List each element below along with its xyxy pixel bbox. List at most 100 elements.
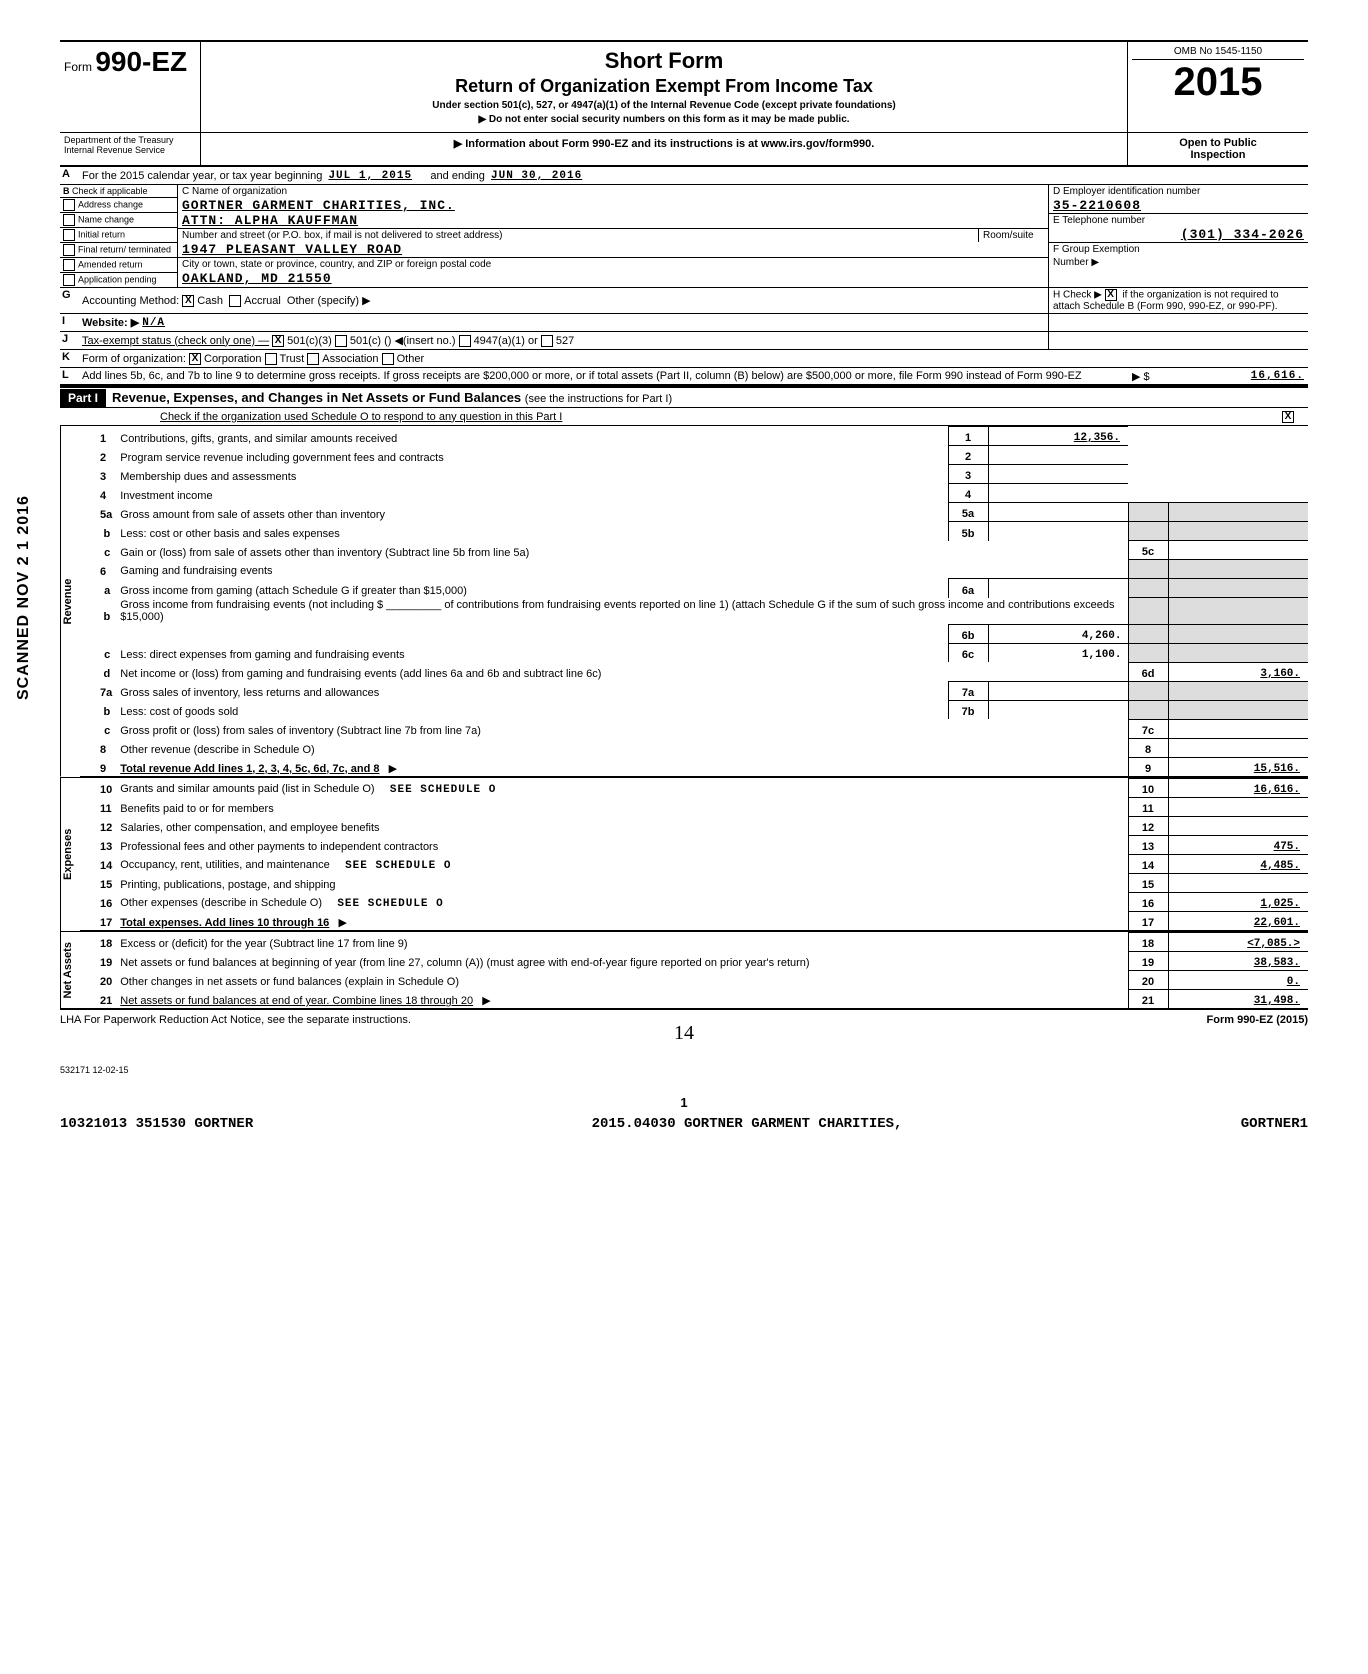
d16: Other expenses (describe in Schedule O) xyxy=(120,897,322,909)
chk-accrual[interactable] xyxy=(229,295,241,307)
room-label: Room/suite xyxy=(978,229,1048,242)
k-other: Other xyxy=(397,353,425,365)
rn18: 18 xyxy=(1128,932,1168,951)
d9: Total revenue Add lines 1, 2, 3, 4, 5c, … xyxy=(120,763,379,775)
city-label: City or town, state or province, country… xyxy=(178,258,1048,271)
org-street: 1947 PLEASANT VALLEY ROAD xyxy=(178,242,1048,258)
rn6d: 6d xyxy=(1128,662,1168,681)
d1: Contributions, gifts, grants, and simila… xyxy=(116,427,948,446)
k-corp: Corporation xyxy=(204,353,261,365)
chk-schedO[interactable]: X xyxy=(1282,411,1294,423)
rn7c: 7c xyxy=(1128,719,1168,738)
bn7a: 7a xyxy=(948,681,988,700)
chk-corp[interactable]: X xyxy=(189,353,201,365)
expenses-section: Expenses 10Grants and similar amounts pa… xyxy=(60,778,1308,932)
v2 xyxy=(988,446,1128,465)
chk-cash[interactable]: X xyxy=(182,295,194,307)
dept-row: Department of the Treasury Internal Reve… xyxy=(60,133,1308,167)
rn4: 4 xyxy=(948,484,988,503)
line-i: I Website: ▶ N/A xyxy=(60,314,1308,332)
v6d: 3,160. xyxy=(1168,662,1308,681)
b-label: Check if applicable xyxy=(72,186,148,196)
n15: 15 xyxy=(80,873,116,892)
chk-501c3[interactable]: X xyxy=(272,335,284,347)
n6c: c xyxy=(80,643,116,662)
chk-527[interactable] xyxy=(541,335,553,347)
street-label: Number and street (or P.O. box, if mail … xyxy=(178,229,978,242)
j-insert: ) ◀(insert no.) xyxy=(388,334,456,347)
chk-pending[interactable]: Application pending xyxy=(78,274,157,284)
v8 xyxy=(1168,738,1308,757)
line-g-h: G Accounting Method: XCash Accrual Other… xyxy=(60,288,1308,314)
n6a: a xyxy=(80,579,116,598)
schedO-text: Check if the organization used Schedule … xyxy=(160,411,562,423)
bv5a xyxy=(988,503,1128,522)
org-attn: ATTN: ALPHA KAUFFMAN xyxy=(178,213,1048,229)
bv5b xyxy=(988,522,1128,541)
h-label: H Check ▶ xyxy=(1053,290,1102,301)
revenue-section: Revenue 1Contributions, gifts, grants, a… xyxy=(60,426,1308,778)
n18: 18 xyxy=(80,932,116,951)
chk-other[interactable] xyxy=(382,353,394,365)
bv6a xyxy=(988,579,1128,598)
bv7a xyxy=(988,681,1128,700)
title-return: Return of Organization Exempt From Incom… xyxy=(209,76,1119,97)
line-l: L Add lines 5b, 6c, and 7b to line 9 to … xyxy=(60,368,1308,386)
chk-501c[interactable] xyxy=(335,335,347,347)
n7b: b xyxy=(80,700,116,719)
d4: Investment income xyxy=(116,484,948,503)
website: N/A xyxy=(142,317,165,329)
rn12: 12 xyxy=(1128,816,1168,835)
lha-text: LHA For Paperwork Reduction Act Notice, … xyxy=(60,1014,411,1026)
cash-label: Cash xyxy=(197,295,223,307)
chk-amended[interactable]: Amended return xyxy=(78,259,143,269)
i-label: Website: ▶ xyxy=(82,316,139,329)
dept-irs: Internal Revenue Service xyxy=(64,145,196,155)
chk-initial[interactable]: Initial return xyxy=(78,229,125,239)
bv6b: 4,260. xyxy=(988,624,1128,643)
d15: Printing, publications, postage, and shi… xyxy=(116,873,1128,892)
v13: 475. xyxy=(1168,835,1308,854)
chk-4947[interactable] xyxy=(459,335,471,347)
line-k: K Form of organization: XCorporation Tru… xyxy=(60,350,1308,368)
n4: 4 xyxy=(80,484,116,503)
open-public: Open to Public xyxy=(1132,137,1304,149)
line-a-label: For the 2015 calendar year, or tax year … xyxy=(82,170,322,182)
chk-assoc[interactable] xyxy=(307,353,319,365)
bn6c: 6c xyxy=(948,643,988,662)
n5a: 5a xyxy=(80,503,116,522)
n7a: 7a xyxy=(80,681,116,700)
rn21: 21 xyxy=(1128,989,1168,1008)
phone: (301) 334-2026 xyxy=(1049,227,1308,243)
chk-address[interactable]: Address change xyxy=(78,199,143,209)
v19: 38,583. xyxy=(1168,951,1308,970)
v11 xyxy=(1168,797,1308,816)
n2: 2 xyxy=(80,446,116,465)
d5c: Gain or (loss) from sale of assets other… xyxy=(116,541,1128,560)
rn1: 1 xyxy=(948,427,988,446)
d19: Net assets or fund balances at beginning… xyxy=(116,951,1128,970)
f-label: F Group Exemption xyxy=(1049,243,1308,256)
chk-name[interactable]: Name change xyxy=(78,214,134,224)
rn9: 9 xyxy=(1128,757,1168,776)
form-prefix: Form xyxy=(64,60,92,74)
d6c: Less: direct expenses from gaming and fu… xyxy=(116,643,948,662)
d7c: Gross profit or (loss) from sales of inv… xyxy=(116,719,1128,738)
accrual-label: Accrual xyxy=(244,295,281,307)
chk-final[interactable]: Final return/ terminated xyxy=(78,244,171,254)
other-label: Other (specify) ▶ xyxy=(287,294,371,307)
rn8: 8 xyxy=(1128,738,1168,757)
l-label: Add lines 5b, 6c, and 7b to line 9 to de… xyxy=(82,370,1082,382)
v7c xyxy=(1168,719,1308,738)
d14: Occupancy, rent, utilities, and maintena… xyxy=(120,859,330,871)
rn17: 17 xyxy=(1128,911,1168,930)
v1: 12,356. xyxy=(988,427,1128,446)
chk-trust[interactable] xyxy=(265,353,277,365)
d18: Excess or (deficit) for the year (Subtra… xyxy=(116,932,1128,951)
footer-code: 532171 12-02-15 xyxy=(60,1065,1308,1075)
d10: Grants and similar amounts paid (list in… xyxy=(120,783,374,795)
v4 xyxy=(988,484,1128,503)
expenses-label: Expenses xyxy=(60,778,80,931)
tax-year: 2015 xyxy=(1132,60,1304,105)
chk-h[interactable]: X xyxy=(1105,289,1117,301)
